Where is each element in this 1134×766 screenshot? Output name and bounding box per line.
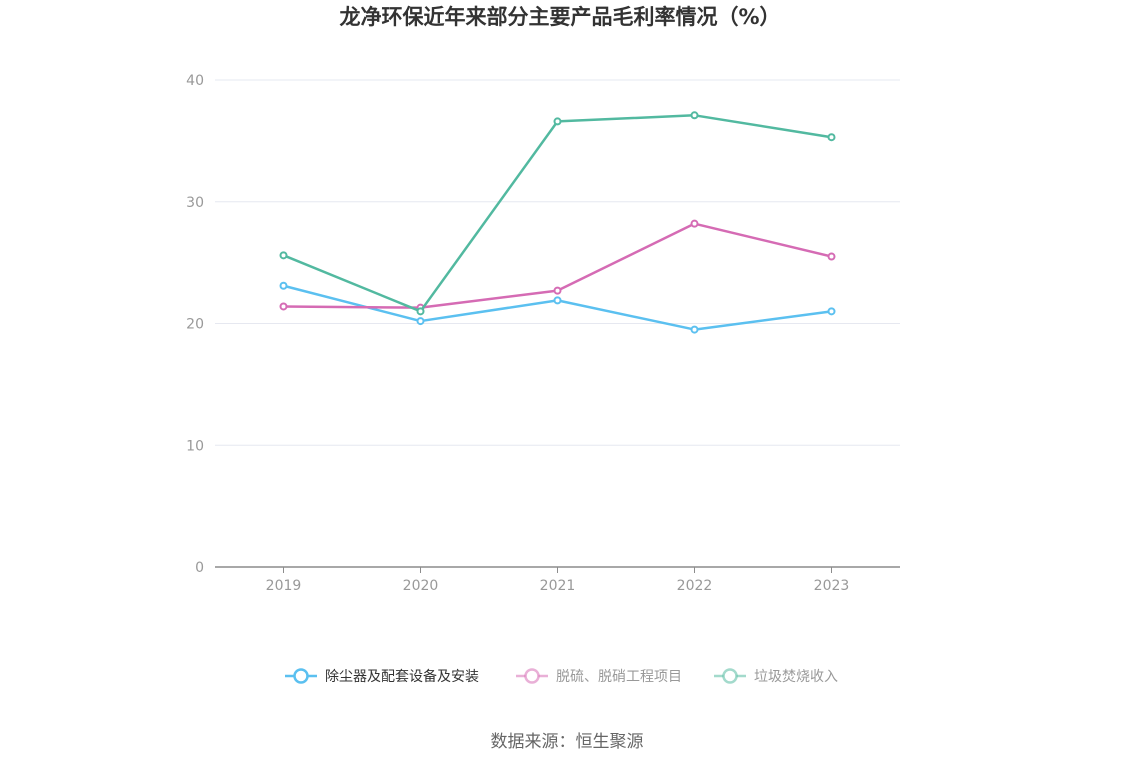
y-tick-label: 0 [195,560,204,576]
data-point[interactable] [553,117,562,126]
x-tick-label: 2023 [814,578,850,594]
x-tick-label: 2021 [540,578,576,594]
chart-title: 龙净环保近年来部分主要产品毛利率情况（%） [339,5,780,29]
legend-item[interactable]: 垃圾焚烧收入 [714,668,838,685]
y-tick-label: 10 [186,438,204,454]
y-tick-label: 30 [186,195,204,211]
x-tick-label: 2022 [677,578,713,594]
legend-label: 垃圾焚烧收入 [754,669,838,685]
data-point[interactable] [279,302,288,311]
data-point[interactable] [827,307,836,316]
data-point[interactable] [279,251,288,260]
y-axis: 0 10 20 30 40 [186,73,204,576]
series-group [279,111,836,334]
source-note: 数据来源：恒生聚源 [491,732,644,752]
series-2 [279,111,836,316]
data-point[interactable] [416,307,425,316]
legend-marker [293,668,309,684]
series-line [283,222,832,309]
series-0 [279,281,836,334]
series-line [283,114,832,313]
data-point[interactable] [690,325,699,334]
data-point[interactable] [553,296,562,305]
y-tick-label: 20 [186,317,204,333]
legend-label: 除尘器及配套设备及安装 [325,668,479,685]
legend-label: 脱硫、脱硝工程项目 [556,669,682,685]
legend-item[interactable]: 脱硫、脱硝工程项目 [516,668,682,685]
x-axis: 2019 2020 2021 2022 2023 [215,566,900,594]
data-point[interactable] [690,111,699,120]
legend: 除尘器及配套设备及安装 脱硫、脱硝工程项目 垃圾焚烧收入 [285,668,838,685]
grid-lines [215,79,900,446]
y-tick-label: 40 [186,73,204,89]
data-point[interactable] [690,219,699,228]
data-point[interactable] [553,286,562,295]
legend-marker [524,668,540,684]
legend-item[interactable]: 除尘器及配套设备及安装 [285,668,479,685]
data-point[interactable] [827,252,836,261]
x-tick-label: 2020 [403,578,439,594]
data-point[interactable] [827,133,836,142]
data-point[interactable] [279,281,288,290]
legend-marker [722,668,738,684]
data-point[interactable] [416,317,425,326]
x-tick-label: 2019 [266,578,302,594]
